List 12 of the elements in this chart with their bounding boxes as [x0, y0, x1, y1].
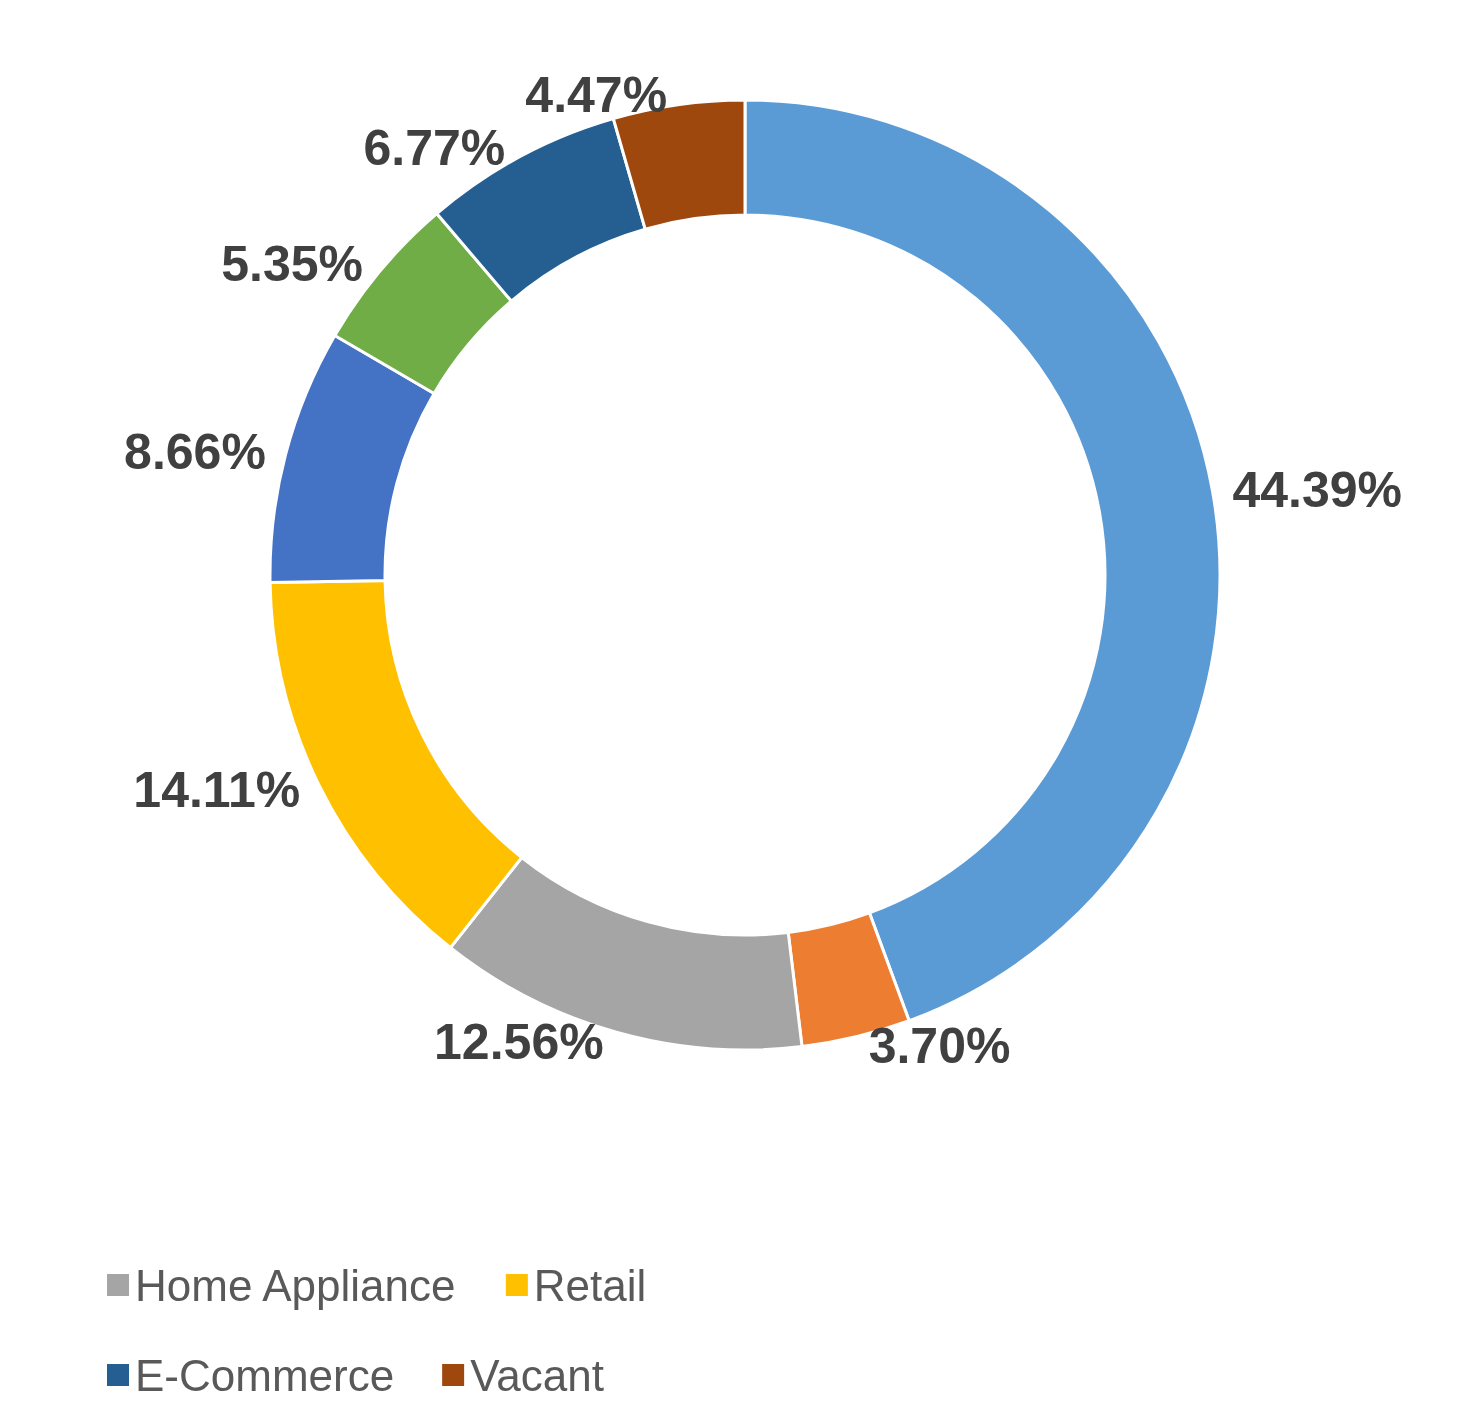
data-label: 44.39% — [1232, 461, 1403, 518]
data-label: 4.47% — [525, 66, 668, 123]
data-label: 3.70% — [868, 1018, 1011, 1075]
data-label: 14.11% — [133, 761, 301, 818]
data-label: 6.77% — [363, 119, 506, 176]
data-label: 5.35% — [221, 235, 363, 292]
data-label: 8.66% — [124, 423, 266, 480]
data-label: 12.56% — [434, 1013, 604, 1070]
legend-label: Home Appliance — [135, 1260, 456, 1310]
legend-label: Vacant — [470, 1350, 604, 1400]
legend-label: Retail — [533, 1260, 647, 1310]
legend-label: E-Commerce — [135, 1350, 395, 1400]
